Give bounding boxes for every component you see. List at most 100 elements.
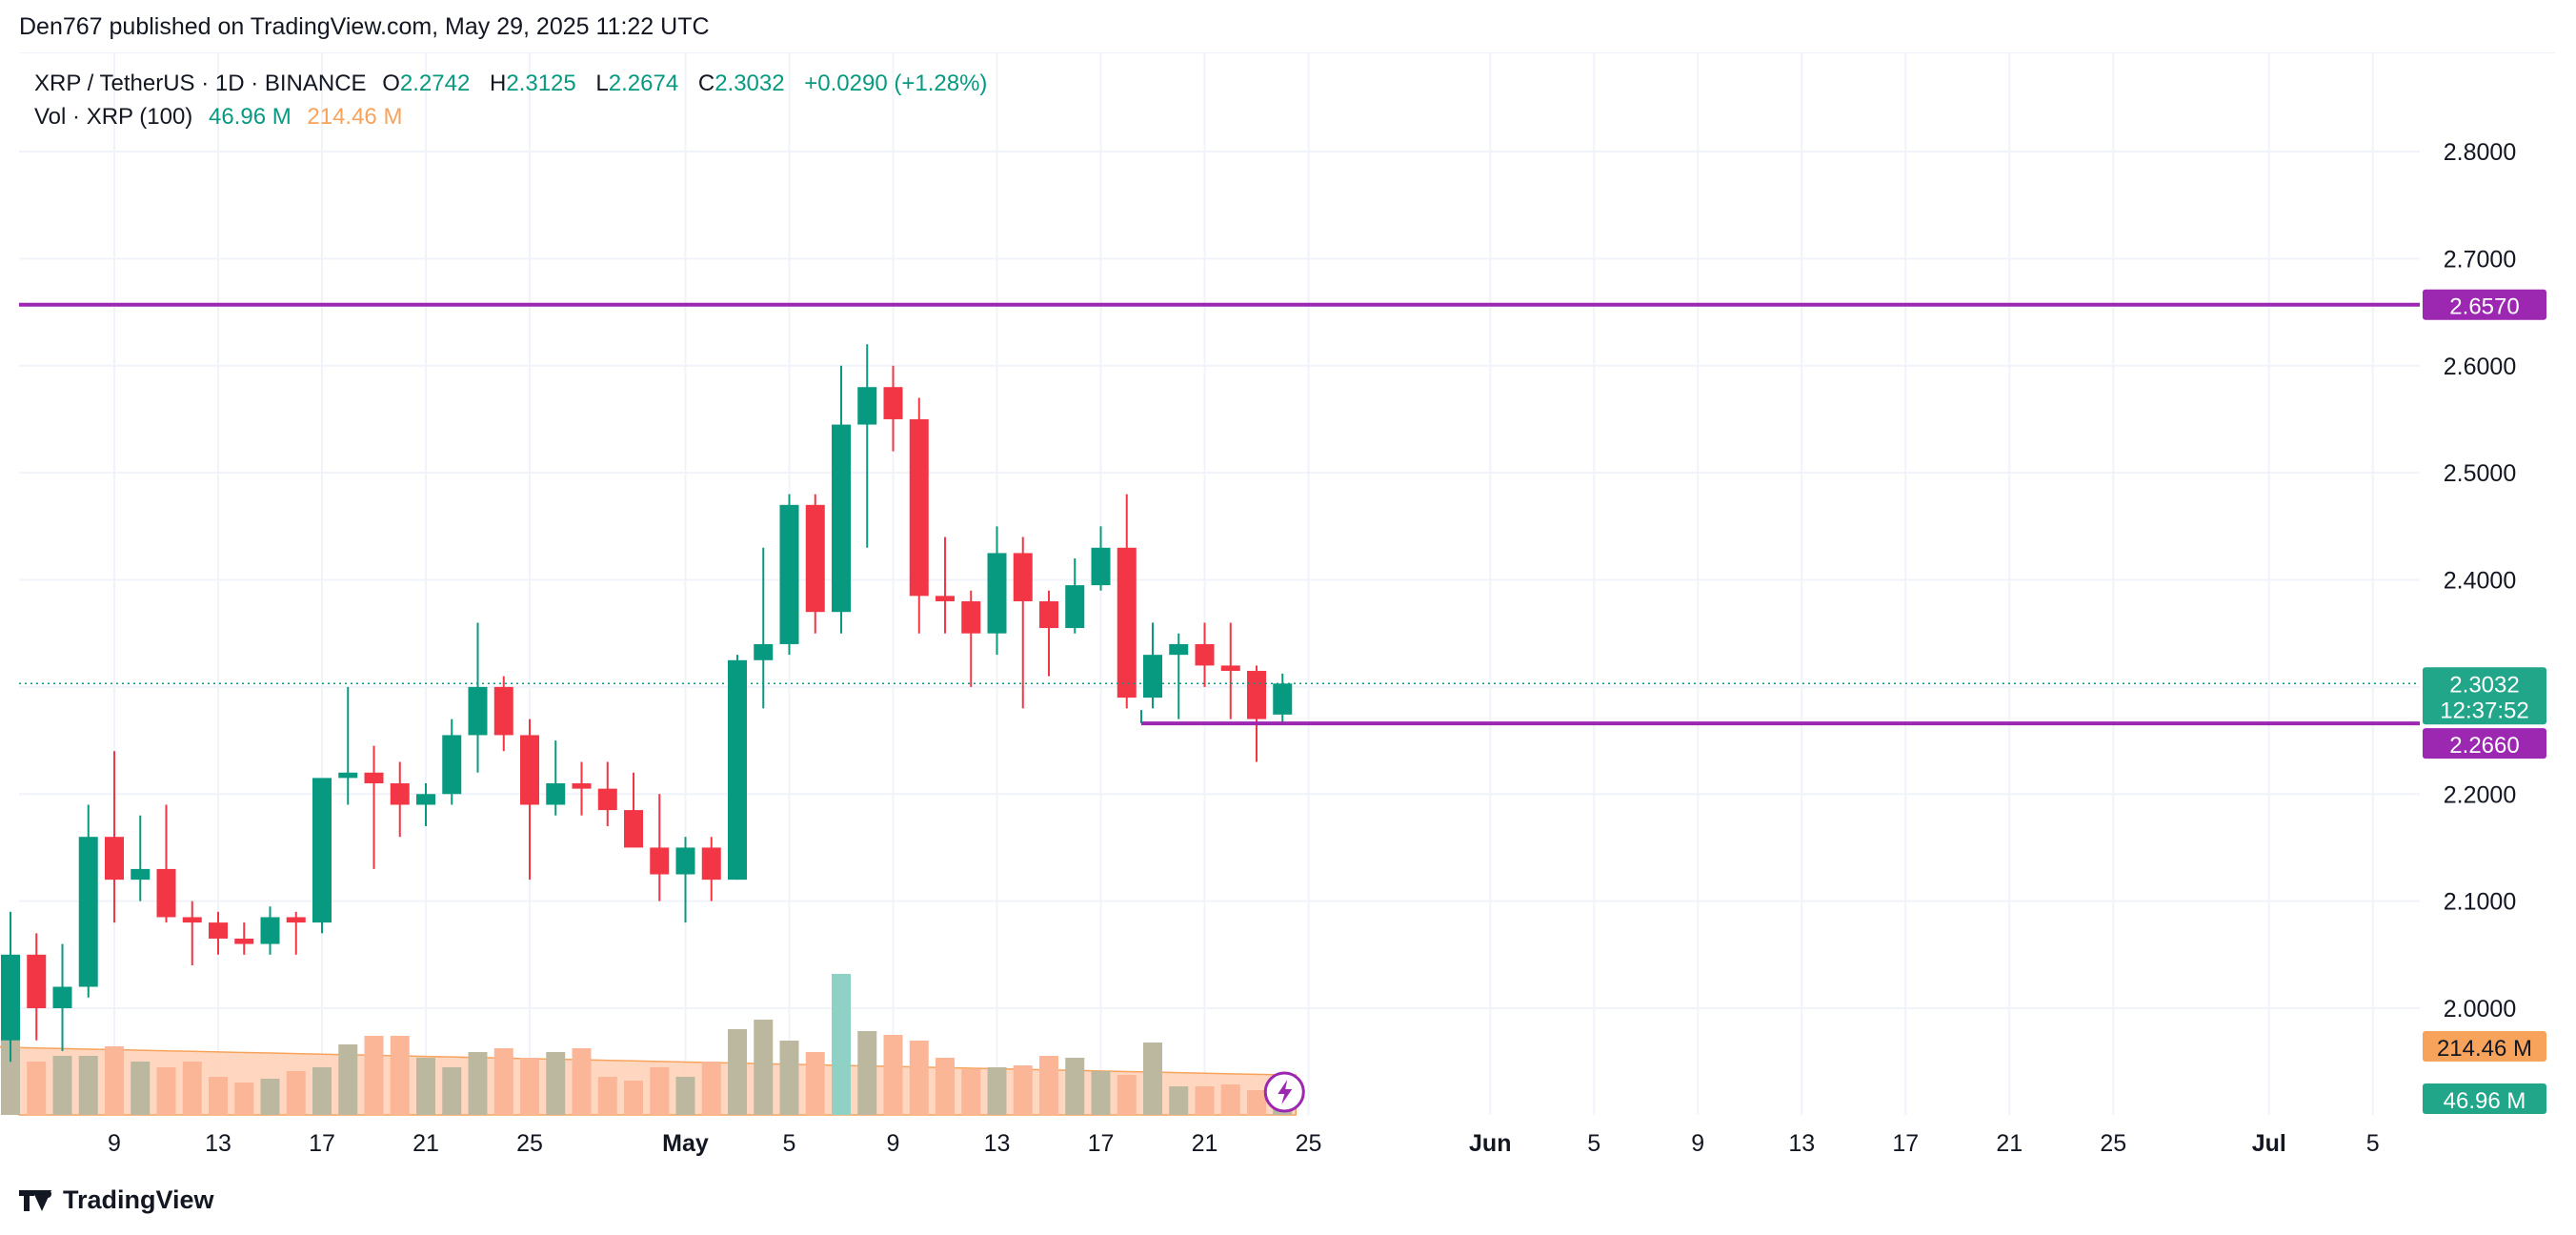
- x-tick-label: 9: [108, 1130, 121, 1157]
- volume-bar-11: [234, 1083, 254, 1115]
- candle-body: [442, 735, 462, 795]
- volume-bar-35: [857, 1031, 877, 1115]
- candle-31: [754, 547, 774, 709]
- candle-28: [675, 837, 695, 923]
- volume-bar-14: [312, 1067, 332, 1115]
- volume-bar-48: [1195, 1086, 1215, 1115]
- volume-bar-28: [675, 1077, 695, 1115]
- legend-volume-value: 46.96 M: [208, 104, 292, 130]
- y-tick-label: 2.5000: [2444, 460, 2516, 487]
- y-tick-label: 2.2000: [2444, 781, 2516, 808]
- volume-bar-9: [182, 1062, 202, 1115]
- x-axis-labels: 9 13 17 21 25 May 5 9 13 17 21 25 Jun 5 9 13 17 21 25 Jul 5: [108, 1130, 2380, 1157]
- x-tick-label: 9: [887, 1130, 900, 1157]
- x-tick-label: 21: [1996, 1130, 2023, 1157]
- candle-14: [312, 778, 332, 934]
- legend-low-label: L: [595, 71, 609, 96]
- candle-body: [728, 659, 747, 881]
- candle-body: [754, 643, 774, 660]
- support-price-tag: 2.2660: [2423, 728, 2546, 759]
- candle-33: [805, 494, 825, 634]
- candle-body: [131, 868, 151, 881]
- candle-body: [520, 735, 539, 805]
- y-tick-label: 2.4000: [2444, 568, 2516, 595]
- candle-body: [987, 553, 1007, 634]
- candle-body: [779, 504, 799, 644]
- volume-bar-16: [364, 1036, 384, 1115]
- candle-body: [260, 917, 280, 944]
- candle-3: [27, 933, 47, 1041]
- volume-bar-27: [650, 1067, 670, 1115]
- candle-51: [1273, 673, 1293, 722]
- volume-bar-40: [987, 1067, 1007, 1115]
- svg-text:2.2660: 2.2660: [2449, 733, 2519, 759]
- candle-body: [1039, 600, 1058, 629]
- svg-text:2.3032: 2.3032: [2449, 672, 2519, 698]
- legend-symbol[interactable]: XRP / TetherUS · 1D · BINANCE: [34, 71, 367, 96]
- candle-body: [338, 772, 358, 779]
- candle-body: [493, 686, 513, 736]
- volume-bar-7: [131, 1062, 151, 1115]
- legend-volume-label[interactable]: Vol · XRP (100): [34, 104, 193, 130]
- y-tick-label: 2.1000: [2444, 889, 2516, 916]
- volume-bar-32: [779, 1041, 799, 1115]
- x-tick-label: 17: [1892, 1130, 1919, 1157]
- legend-open-label: O: [382, 71, 400, 96]
- candle-46: [1143, 622, 1162, 709]
- candle-42: [1039, 590, 1058, 677]
- chart-frame[interactable]: [19, 52, 2555, 1128]
- candle-body: [105, 837, 124, 881]
- candle-body: [78, 837, 98, 987]
- candle-11: [234, 922, 254, 955]
- candle-body: [1065, 585, 1085, 629]
- volume-bar-22: [520, 1058, 539, 1115]
- volume-bar-38: [936, 1058, 955, 1115]
- candle-19: [442, 719, 462, 805]
- candle-30: [728, 655, 747, 881]
- candle-body: [1220, 665, 1240, 672]
- volume-bar-46: [1143, 1043, 1162, 1115]
- legend-ohlc-row: XRP / TetherUS · 1D · BINANCE O2.2742 H2…: [34, 67, 987, 100]
- volume-bar-10: [209, 1077, 228, 1115]
- candle-body: [1, 954, 20, 1041]
- volume-bar-13: [286, 1071, 306, 1115]
- candle-body: [1169, 643, 1189, 656]
- x-tick-label: 13: [1788, 1130, 1815, 1157]
- x-tick-label: 17: [309, 1130, 335, 1157]
- candle-47: [1169, 633, 1189, 719]
- y-axis-labels: 2.00002.10002.20002.30002.40002.50002.60…: [2444, 139, 2516, 1022]
- candle-35: [857, 344, 877, 548]
- volume-bar-5: [78, 1056, 98, 1115]
- y-tick-label: 2.6000: [2444, 354, 2516, 380]
- svg-text:12:37:52: 12:37:52: [2440, 698, 2528, 723]
- candle-10: [209, 911, 228, 955]
- candle-15: [338, 686, 358, 805]
- candle-body: [675, 847, 695, 875]
- volume-bar-36: [883, 1035, 903, 1115]
- candle-8: [156, 804, 176, 923]
- volume-bars: [1, 974, 1293, 1115]
- volume-bar-23: [546, 1052, 566, 1115]
- candle-25: [597, 761, 617, 826]
- candle-body: [624, 810, 643, 848]
- candle-body: [468, 686, 488, 736]
- svg-text:214.46 M: 214.46 M: [2437, 1036, 2532, 1062]
- volume-bar-33: [805, 1052, 825, 1115]
- volume-bar-45: [1117, 1075, 1137, 1115]
- legend-volume-ma-value: 214.46 M: [307, 104, 403, 130]
- volume-bar-4: [52, 1056, 72, 1115]
- x-tick-label: 21: [413, 1130, 439, 1157]
- tradingview-footer[interactable]: TradingView: [19, 1185, 214, 1215]
- volume-bar-37: [909, 1041, 929, 1115]
- candle-body: [52, 986, 72, 1008]
- volume-tag: 46.96 M: [2423, 1083, 2546, 1114]
- volume-bar-50: [1247, 1090, 1266, 1115]
- candle-24: [572, 761, 592, 816]
- candle-body: [701, 847, 721, 881]
- candle-body: [650, 847, 670, 875]
- candle-4: [52, 943, 72, 1051]
- volume-bar-42: [1039, 1056, 1058, 1115]
- x-tick-label: 9: [1691, 1130, 1704, 1157]
- candle-43: [1065, 558, 1085, 634]
